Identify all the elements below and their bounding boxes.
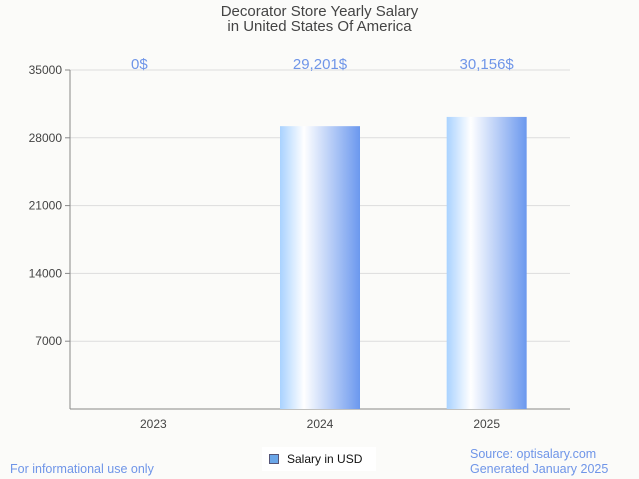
chart-subtitle: in United States Of America: [227, 18, 412, 35]
source-link[interactable]: Source: optisalary.com: [470, 447, 597, 461]
legend[interactable]: Salary in USD: [262, 447, 376, 471]
bar: [280, 126, 360, 410]
y-tick-label: 28000: [29, 131, 63, 145]
x-tick-label: 2025: [473, 417, 500, 431]
y-tick-label: 35000: [29, 63, 63, 77]
y-tick-label: 21000: [29, 199, 63, 213]
data-label: 29,201$: [293, 56, 348, 73]
y-tick-label: 7000: [35, 334, 62, 348]
bar: [446, 116, 527, 409]
x-tick-label: 2023: [140, 417, 167, 431]
data-label: 0$: [131, 56, 148, 73]
chart-title: Decorator Store Yearly Salary: [220, 3, 419, 20]
legend-swatch: [269, 454, 279, 464]
data-label: 30,156$: [460, 56, 515, 73]
generated-date: Generated January 2025: [470, 462, 609, 476]
y-tick-label: 14000: [29, 266, 63, 280]
x-tick-label: 2024: [307, 417, 334, 431]
legend-label: Salary in USD: [287, 452, 363, 466]
disclaimer: For informational use only: [10, 462, 154, 476]
